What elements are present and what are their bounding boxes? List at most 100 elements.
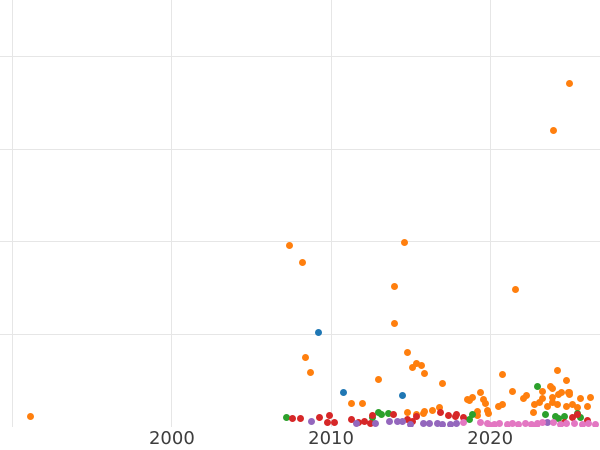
data-point-series-purple	[438, 420, 446, 427]
data-point-series-purple	[446, 420, 454, 427]
data-point-series-orange	[566, 80, 574, 88]
data-point-series-red	[389, 411, 397, 419]
data-point-series-orange	[480, 395, 488, 403]
data-point-series-red	[453, 411, 461, 419]
plot-panel	[0, 0, 600, 427]
data-point-series-orange	[553, 401, 561, 409]
data-point-series-red	[569, 414, 577, 422]
data-point-series-orange	[574, 404, 582, 412]
data-point-series-orange	[306, 368, 314, 376]
data-point-series-orange	[550, 127, 558, 135]
data-point-series-green	[465, 416, 473, 424]
data-point-series-orange	[566, 391, 574, 399]
data-point-series-green	[469, 410, 477, 418]
data-point-series-pink	[491, 420, 499, 427]
data-point-series-orange	[481, 400, 489, 408]
data-point-series-orange	[483, 406, 491, 414]
data-point-series-green	[542, 411, 550, 419]
data-point-series-orange	[403, 408, 411, 416]
data-point-series-purple	[399, 417, 407, 425]
x-tick-label: 2020	[467, 428, 514, 449]
y-gridline	[0, 241, 600, 243]
data-point-series-orange	[403, 348, 411, 356]
data-point-series-orange	[421, 369, 429, 377]
data-point-series-orange	[499, 401, 507, 409]
data-point-series-orange	[438, 380, 446, 388]
data-point-series-pink	[515, 420, 523, 427]
data-point-series-orange	[413, 359, 421, 367]
data-point-series-green	[282, 414, 290, 422]
data-point-series-purple	[434, 419, 442, 427]
data-point-series-orange	[348, 400, 356, 408]
data-point-series-orange	[569, 401, 577, 409]
data-point-series-orange	[429, 406, 437, 414]
x-gridline	[330, 0, 332, 427]
data-point-series-red	[360, 417, 368, 425]
data-point-series-red	[348, 416, 356, 424]
data-point-series-pink	[563, 419, 571, 427]
data-point-series-red	[459, 414, 467, 422]
data-point-series-red	[413, 413, 421, 421]
data-point-series-red	[289, 415, 297, 423]
data-point-series-orange	[421, 407, 429, 415]
data-point-series-orange	[586, 393, 594, 401]
data-point-series-purple	[372, 419, 380, 427]
data-point-series-orange	[400, 239, 408, 247]
data-point-series-red	[325, 412, 333, 420]
data-point-series-orange	[548, 399, 556, 407]
data-point-series-orange	[563, 403, 571, 411]
data-point-series-orange	[583, 403, 591, 411]
data-point-series-red	[574, 411, 582, 419]
data-point-series-purple	[386, 417, 394, 425]
data-point-series-red	[316, 414, 324, 422]
data-point-series-orange	[435, 404, 443, 412]
data-point-series-orange	[543, 403, 551, 411]
data-point-series-pink	[486, 421, 494, 427]
data-point-series-orange	[375, 376, 383, 384]
data-point-series-red	[368, 412, 376, 420]
data-point-series-red	[324, 418, 332, 426]
data-point-series-pink	[556, 420, 564, 427]
data-point-series-pink	[571, 419, 579, 427]
data-point-series-red	[367, 419, 375, 427]
data-point-series-pink	[578, 420, 586, 427]
data-point-series-orange	[286, 242, 294, 250]
data-point-series-orange	[359, 400, 367, 408]
data-point-series-red	[437, 408, 445, 416]
data-point-series-pink	[534, 419, 542, 427]
data-point-series-blue	[399, 392, 407, 400]
data-point-series-pink	[504, 420, 512, 427]
data-point-series-purple	[426, 419, 434, 427]
data-point-series-pink	[508, 419, 516, 427]
data-point-series-pink	[521, 419, 529, 427]
data-point-series-orange	[531, 401, 539, 409]
data-point-series-orange	[473, 412, 481, 420]
data-point-series-orange	[512, 285, 520, 293]
x-gridline	[489, 0, 491, 427]
data-point-series-pink	[591, 420, 599, 427]
data-point-series-red	[445, 412, 453, 420]
data-point-series-orange	[529, 408, 537, 416]
data-point-series-orange	[499, 370, 507, 378]
data-point-series-purple	[419, 419, 427, 427]
data-point-series-blue	[314, 329, 322, 337]
x-gridline	[171, 0, 173, 427]
data-point-series-orange	[577, 394, 585, 402]
y-gridline	[0, 148, 600, 150]
data-point-series-pink	[585, 419, 593, 427]
data-point-series-orange	[26, 413, 34, 421]
data-point-series-orange	[391, 282, 399, 290]
data-point-series-orange	[408, 364, 416, 372]
data-point-series-purple	[543, 418, 551, 426]
data-point-series-pink	[496, 419, 504, 427]
data-point-series-orange	[563, 377, 571, 385]
y-gridline	[0, 56, 600, 58]
data-point-series-orange	[520, 394, 528, 402]
data-point-series-pink	[550, 418, 558, 426]
data-point-series-green	[561, 413, 569, 421]
x-tick-label: 2000	[148, 428, 195, 449]
data-point-series-orange	[469, 393, 477, 401]
y-gridline	[0, 426, 600, 427]
data-point-series-orange	[391, 319, 399, 327]
data-point-series-orange	[548, 393, 556, 401]
